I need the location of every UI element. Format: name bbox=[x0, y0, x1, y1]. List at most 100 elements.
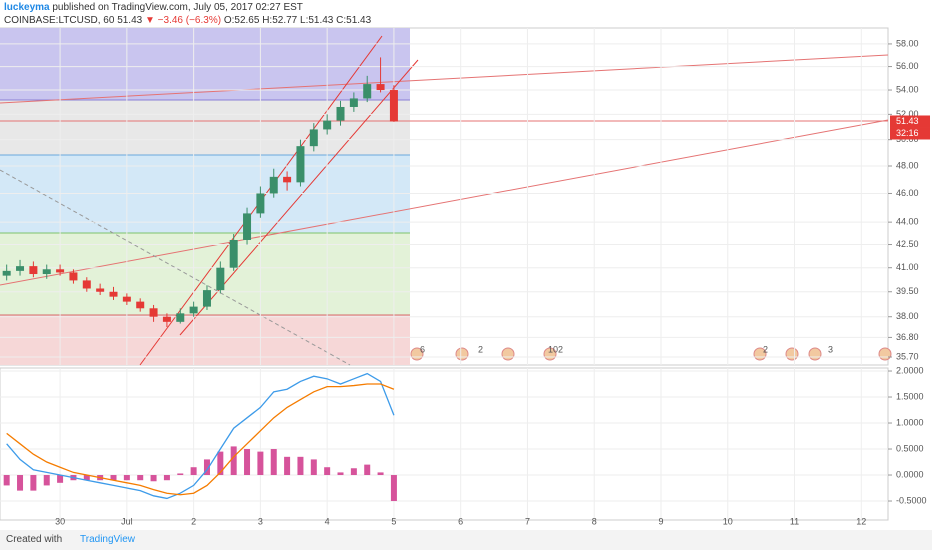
y-tick-label: 36.80 bbox=[896, 332, 919, 342]
histogram-bar bbox=[150, 475, 157, 482]
price: 51.43 bbox=[117, 15, 143, 26]
candle-body bbox=[376, 84, 385, 91]
x-tick-label: 3 bbox=[258, 516, 263, 526]
histogram-bar bbox=[203, 459, 210, 476]
publish-line: luckeyma published on TradingView.com, J… bbox=[4, 2, 303, 13]
x-tick-label: 12 bbox=[856, 516, 866, 526]
author[interactable]: luckeyma bbox=[4, 2, 50, 13]
candle-body bbox=[16, 266, 25, 271]
histogram-bar bbox=[43, 475, 50, 486]
event-icon[interactable] bbox=[785, 347, 799, 361]
trend-line bbox=[0, 54, 889, 104]
candle-body bbox=[69, 272, 78, 281]
y-tick-label: 35.70 bbox=[896, 351, 919, 361]
event-icon[interactable] bbox=[501, 347, 515, 361]
change: ▼ −3.46 (−6.3%) bbox=[145, 15, 222, 26]
histogram-bar bbox=[297, 456, 304, 476]
symbol-line: COINBASE:LTCUSD, 60 51.43 ▼ −3.46 (−6.3%… bbox=[4, 15, 371, 26]
x-tick-label: 30 bbox=[55, 516, 65, 526]
candle-body bbox=[323, 120, 332, 130]
histogram-bar bbox=[244, 449, 251, 476]
x-tick-label: 10 bbox=[723, 516, 733, 526]
indicator-line bbox=[6, 372, 395, 500]
event-icon[interactable] bbox=[808, 347, 822, 361]
footer: Created with TradingView bbox=[0, 530, 932, 550]
histogram-bar bbox=[190, 467, 197, 476]
x-tick-label: 7 bbox=[525, 516, 530, 526]
countdown-label: 32:16 bbox=[896, 128, 919, 138]
last-price-box bbox=[890, 115, 930, 128]
histogram-bar bbox=[390, 475, 397, 502]
y-tick-label: 42.50 bbox=[896, 239, 919, 249]
histogram-bar bbox=[270, 449, 277, 476]
y-tick-label: 44.00 bbox=[896, 217, 919, 227]
y-tick-label: 46.00 bbox=[896, 188, 919, 198]
histogram-bar bbox=[30, 475, 37, 491]
y-tick-label: 56.00 bbox=[896, 61, 919, 71]
candle-body bbox=[82, 280, 91, 289]
y-tick-label: 48.00 bbox=[896, 160, 919, 170]
candle-body bbox=[296, 146, 305, 183]
candle-body bbox=[349, 98, 358, 107]
event-icon[interactable] bbox=[878, 347, 892, 361]
candle-body bbox=[149, 308, 158, 317]
event-count: 2 bbox=[478, 344, 483, 354]
fib-zone bbox=[0, 315, 410, 365]
y-tick-label: 0.5000 bbox=[896, 443, 924, 453]
candle-body bbox=[42, 269, 51, 275]
event-count: 2 bbox=[763, 344, 768, 354]
event-count: 102 bbox=[548, 344, 563, 354]
countdown-box bbox=[890, 127, 930, 140]
dashed-line bbox=[0, 169, 351, 366]
histogram-bar bbox=[110, 475, 117, 481]
histogram-bar bbox=[350, 468, 357, 476]
candle-body bbox=[122, 296, 131, 302]
histogram-bar bbox=[364, 464, 371, 476]
candle-body bbox=[283, 176, 292, 183]
histogram-bar bbox=[83, 475, 90, 481]
y-tick-label: 2.0000 bbox=[896, 365, 924, 375]
y-tick-label: 39.50 bbox=[896, 286, 919, 296]
candle-body bbox=[2, 270, 11, 276]
histogram-bar bbox=[284, 456, 291, 476]
candle-body bbox=[96, 288, 105, 292]
histogram-bar bbox=[57, 475, 64, 483]
candle-body bbox=[56, 269, 65, 273]
y-tick-label: 52.00 bbox=[896, 109, 919, 119]
histogram-bar bbox=[230, 446, 237, 476]
indicator-pane bbox=[0, 367, 889, 521]
histogram-bar bbox=[177, 473, 184, 476]
event-icon[interactable] bbox=[455, 347, 469, 361]
fib-zone bbox=[0, 100, 410, 155]
y-tick-label: 41.00 bbox=[896, 262, 919, 272]
fib-zone bbox=[0, 28, 410, 100]
histogram-bar bbox=[17, 475, 24, 491]
candle-body bbox=[243, 213, 252, 240]
y-tick-label: 58.00 bbox=[896, 38, 919, 48]
x-tick-label: 2 bbox=[191, 516, 196, 526]
brand[interactable]: TradingView bbox=[80, 534, 136, 545]
y-tick-label: 38.00 bbox=[896, 311, 919, 321]
x-tick-label: 6 bbox=[458, 516, 463, 526]
candle-body bbox=[363, 84, 372, 99]
candle-body bbox=[29, 266, 38, 275]
histogram-bar bbox=[377, 472, 384, 476]
histogram-bar bbox=[163, 475, 170, 481]
indicator-line bbox=[6, 383, 395, 496]
histogram-bar bbox=[3, 475, 10, 486]
histogram-bar bbox=[217, 451, 224, 476]
event-count: 6 bbox=[420, 344, 425, 354]
candle-body bbox=[309, 129, 318, 147]
candle-body bbox=[136, 301, 145, 309]
x-tick-label: 9 bbox=[658, 516, 663, 526]
published: published on TradingView.com, July 05, 2… bbox=[52, 2, 303, 13]
event-count: 3 bbox=[828, 344, 833, 354]
histogram-bar bbox=[324, 467, 331, 476]
x-tick-label: 8 bbox=[592, 516, 597, 526]
candle-body bbox=[162, 316, 171, 322]
candle-body bbox=[189, 306, 198, 314]
candle-body bbox=[256, 193, 265, 214]
histogram-bar bbox=[257, 451, 264, 476]
x-tick-label: 5 bbox=[391, 516, 396, 526]
